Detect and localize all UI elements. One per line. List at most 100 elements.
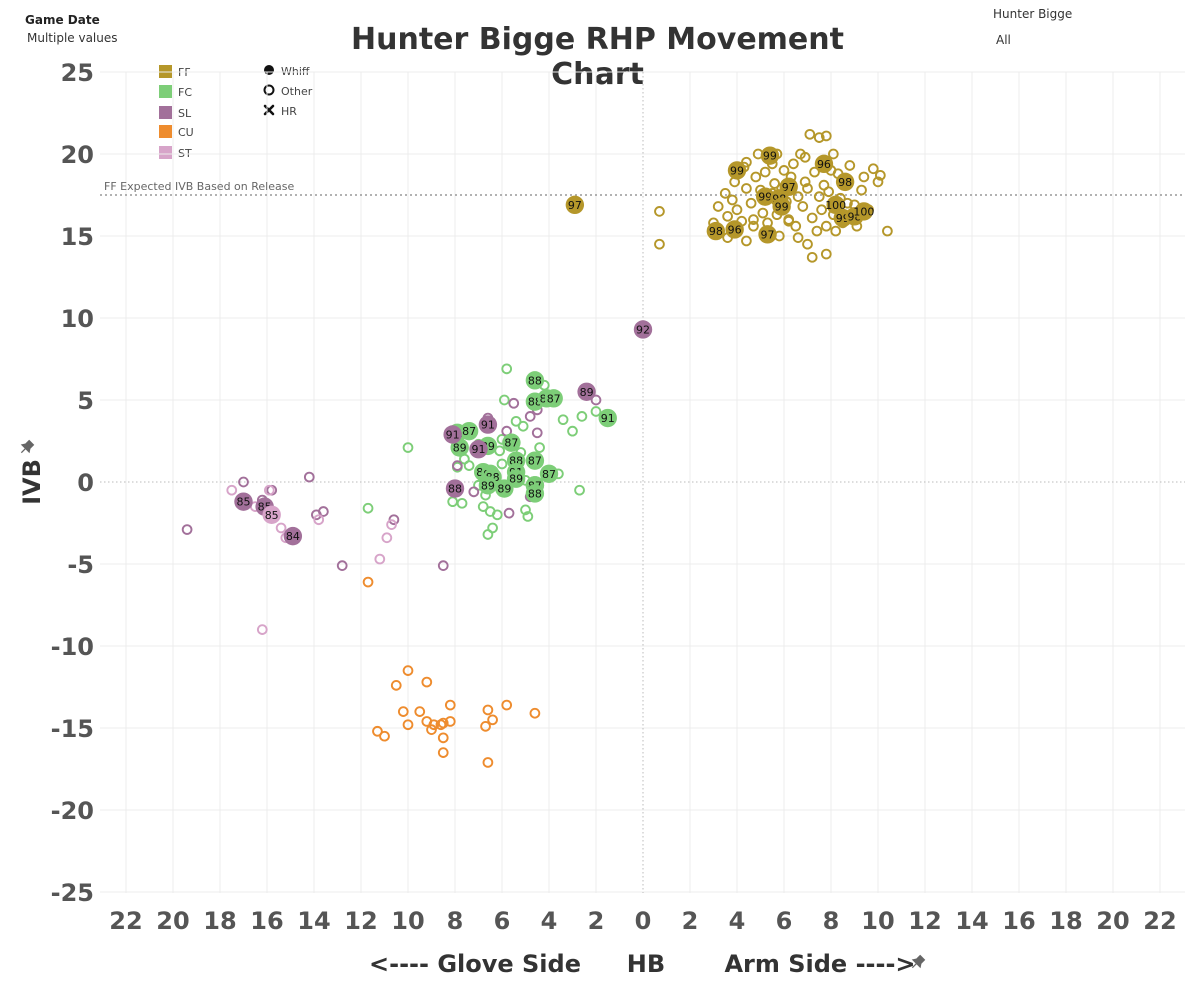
point-ff-other[interactable] — [820, 248, 832, 260]
point-st-other[interactable] — [226, 484, 238, 496]
point-fc-other[interactable] — [477, 501, 489, 512]
point-st-other[interactable] — [386, 519, 397, 530]
point-ff-other[interactable] — [813, 132, 825, 143]
point-sl-other[interactable] — [336, 560, 348, 571]
point-sl-other[interactable] — [452, 460, 463, 471]
legend-item-hr[interactable]: HR — [263, 104, 297, 118]
point-ff-other[interactable] — [806, 251, 818, 263]
point-ff-other[interactable] — [827, 148, 839, 160]
point-st-other[interactable] — [264, 484, 275, 496]
point-ff-whiff[interactable] — [772, 197, 791, 216]
point-ff-other[interactable] — [790, 220, 802, 232]
point-ff-whiff[interactable] — [835, 172, 855, 192]
point-sl-other[interactable] — [303, 471, 315, 483]
point-ff-other[interactable] — [813, 191, 825, 202]
point-sl-other[interactable] — [508, 397, 520, 409]
point-ff-other[interactable] — [654, 238, 665, 250]
point-ff-other[interactable] — [804, 128, 816, 140]
point-fc-other[interactable] — [362, 502, 374, 514]
point-sl-whiff[interactable] — [633, 320, 653, 339]
point-cu-other[interactable] — [487, 714, 498, 726]
legend-item-sl[interactable]: SL — [159, 106, 191, 120]
point-ff-other[interactable] — [867, 163, 879, 175]
point-fc-whiff[interactable] — [525, 484, 545, 503]
point-ff-other[interactable] — [757, 207, 769, 219]
point-fc-other[interactable] — [576, 411, 588, 422]
point-sl-other[interactable] — [238, 476, 249, 488]
point-cu-other[interactable] — [501, 699, 513, 711]
point-ff-other[interactable] — [820, 220, 832, 232]
point-fc-other[interactable] — [456, 497, 468, 509]
point-fc-whiff[interactable] — [525, 451, 545, 470]
point-fc-other[interactable] — [447, 496, 459, 508]
point-st-other[interactable] — [275, 522, 287, 534]
point-sl-whiff[interactable] — [283, 526, 303, 546]
point-cu-other[interactable] — [402, 719, 414, 731]
point-ff-other[interactable] — [731, 204, 743, 216]
legend-item-st[interactable]: ST — [159, 146, 192, 160]
point-fc-other[interactable] — [517, 420, 529, 432]
point-fc-other[interactable] — [402, 442, 414, 453]
point-cu-other[interactable] — [482, 757, 494, 768]
point-ff-other[interactable] — [856, 184, 867, 196]
point-ff-other[interactable] — [719, 188, 731, 199]
point-ff-other[interactable] — [799, 176, 811, 188]
point-ff-other[interactable] — [882, 225, 893, 237]
point-ff-other[interactable] — [811, 225, 823, 237]
point-fc-whiff[interactable] — [478, 476, 498, 495]
legend-item-fc[interactable]: FC — [159, 85, 192, 99]
point-ff-other[interactable] — [820, 130, 832, 142]
point-cu-other[interactable] — [379, 730, 390, 742]
point-cu-other[interactable] — [482, 704, 494, 716]
point-fc-other[interactable] — [510, 415, 522, 427]
point-fc-whiff[interactable] — [525, 371, 545, 390]
point-fc-whiff[interactable] — [544, 389, 563, 408]
point-fc-other[interactable] — [534, 442, 545, 453]
point-fc-whiff[interactable] — [598, 408, 617, 428]
point-ff-other[interactable] — [745, 197, 757, 209]
legend-item-cu[interactable]: CU — [159, 125, 194, 139]
point-ff-other[interactable] — [748, 220, 759, 232]
point-fc-whiff[interactable] — [502, 433, 521, 452]
point-cu-other[interactable] — [435, 719, 447, 731]
point-ff-other[interactable] — [769, 178, 780, 189]
point-ff-other[interactable] — [872, 176, 884, 188]
point-sl-other[interactable] — [437, 560, 449, 571]
point-cu-other[interactable] — [421, 676, 433, 688]
point-ff-whiff[interactable] — [760, 146, 780, 165]
point-cu-other[interactable] — [444, 716, 456, 727]
point-fc-whiff[interactable] — [539, 464, 559, 483]
point-ff-other[interactable] — [741, 156, 752, 168]
point-cu-other[interactable] — [372, 725, 383, 737]
point-ff-whiff[interactable] — [756, 187, 775, 206]
point-sl-whiff[interactable] — [577, 382, 596, 401]
point-sl-other[interactable] — [590, 394, 602, 406]
point-st-other[interactable] — [313, 514, 325, 526]
point-cu-other[interactable] — [362, 576, 374, 588]
point-fc-whiff[interactable] — [495, 479, 514, 498]
point-sl-whiff[interactable] — [234, 492, 253, 511]
point-sl-other[interactable] — [503, 507, 515, 519]
point-ff-other[interactable] — [806, 212, 818, 224]
point-fc-other[interactable] — [557, 414, 569, 426]
point-cu-other[interactable] — [437, 732, 449, 744]
point-fc-other[interactable] — [520, 504, 531, 516]
point-st-other[interactable] — [374, 553, 386, 565]
point-st-other[interactable] — [381, 532, 393, 544]
point-sl-whiff[interactable] — [443, 425, 462, 444]
point-cu-other[interactable] — [529, 707, 541, 719]
point-ff-other[interactable] — [783, 215, 795, 227]
point-ff-other[interactable] — [788, 158, 799, 170]
point-ff-other[interactable] — [797, 201, 809, 212]
point-ff-other[interactable] — [830, 225, 842, 237]
point-cu-other[interactable] — [390, 680, 402, 691]
point-ff-whiff[interactable] — [758, 225, 777, 244]
point-fc-other[interactable] — [496, 458, 508, 470]
point-fc-other[interactable] — [567, 425, 578, 437]
filter-pitcher-value[interactable]: All — [996, 33, 1011, 47]
pin-icon[interactable] — [909, 954, 926, 971]
point-ff-other[interactable] — [823, 186, 835, 198]
point-ff-other[interactable] — [816, 204, 827, 216]
point-fc-other[interactable] — [590, 406, 602, 417]
point-fc-other[interactable] — [522, 511, 534, 522]
